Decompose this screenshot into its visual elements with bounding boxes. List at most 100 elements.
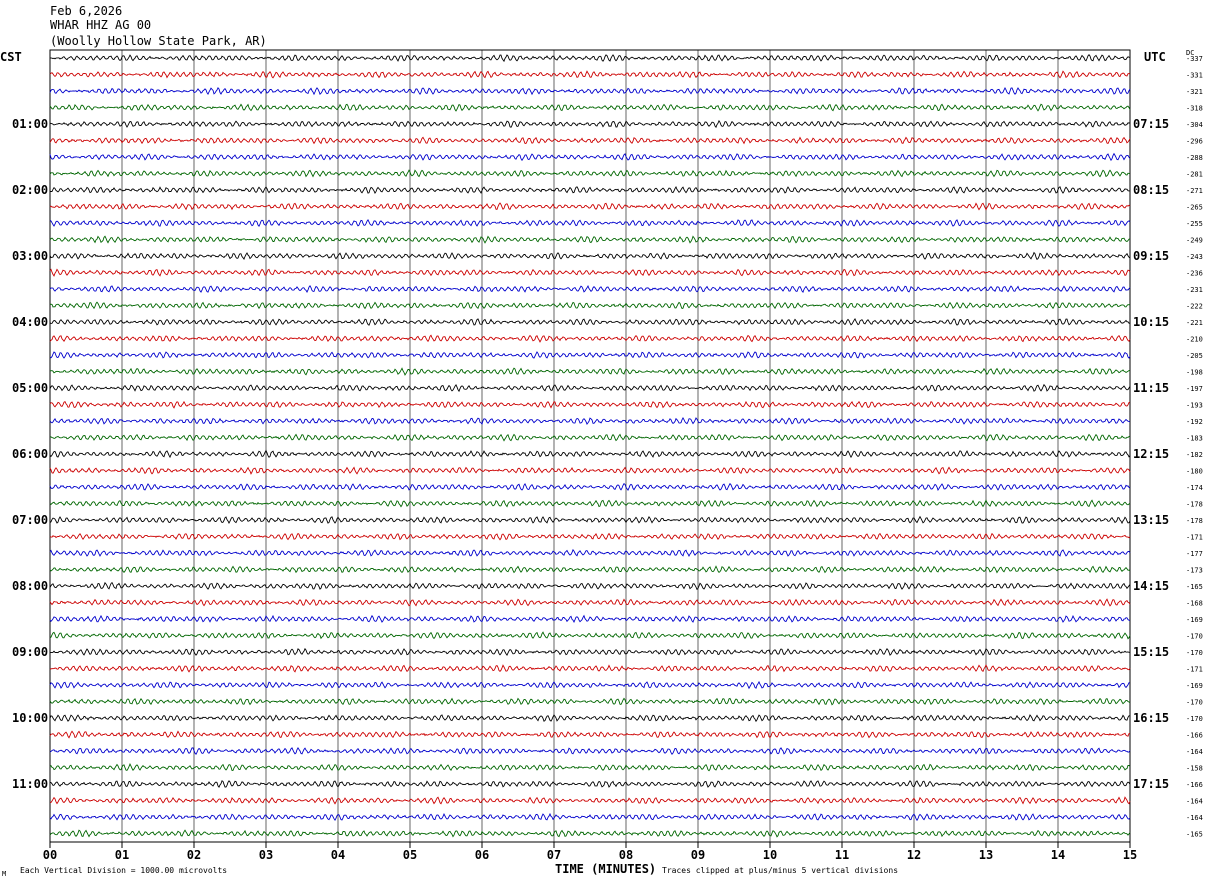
seismic-trace bbox=[49, 169, 1131, 178]
dc-offset-label: -170 bbox=[1186, 715, 1203, 723]
x-tick-label: 11 bbox=[835, 848, 849, 862]
seismic-trace bbox=[49, 730, 1131, 739]
x-axis-title: TIME (MINUTES) bbox=[555, 862, 657, 876]
dc-offset-label: -193 bbox=[1186, 402, 1203, 410]
dc-offset-label: -170 bbox=[1186, 649, 1203, 657]
dc-offset-label: -231 bbox=[1186, 286, 1203, 294]
dc-offset-label: -321 bbox=[1186, 88, 1203, 96]
clipping-note: Traces clipped at plus/minus 5 vertical … bbox=[662, 866, 899, 875]
x-tick-label: 09 bbox=[691, 848, 705, 862]
seismic-trace bbox=[49, 400, 1131, 409]
seismic-trace bbox=[49, 136, 1131, 145]
cst-hour-label: 01:00 bbox=[12, 117, 48, 131]
seismic-trace bbox=[49, 631, 1131, 640]
utc-hour-label: 16:15 bbox=[1133, 711, 1169, 725]
dc-offset-label: -331 bbox=[1186, 72, 1203, 80]
dc-offset-label: -164 bbox=[1186, 814, 1203, 822]
seismic-trace bbox=[49, 416, 1131, 426]
dc-offset-label: -304 bbox=[1186, 121, 1203, 129]
cst-hour-label: 04:00 bbox=[12, 315, 48, 329]
seismic-trace bbox=[49, 515, 1131, 525]
station-location: (Woolly Hollow State Park, AR) bbox=[50, 34, 267, 48]
x-tick-label: 03 bbox=[259, 848, 273, 862]
dc-offset-label: -168 bbox=[1186, 600, 1203, 608]
dc-offset-label: -221 bbox=[1186, 319, 1203, 327]
x-tick-label: 05 bbox=[403, 848, 417, 862]
seismic-trace bbox=[49, 796, 1131, 805]
dc-offset-label: -170 bbox=[1186, 699, 1203, 707]
corner-mark: M bbox=[2, 870, 7, 878]
seismic-trace bbox=[49, 383, 1131, 393]
utc-hour-label: 14:15 bbox=[1133, 579, 1169, 593]
dc-offset-label: -318 bbox=[1186, 105, 1203, 113]
cst-hour-label: 11:00 bbox=[12, 777, 48, 791]
cst-hour-label: 09:00 bbox=[12, 645, 48, 659]
cst-hour-label: 07:00 bbox=[12, 513, 48, 527]
seismic-trace bbox=[49, 532, 1131, 541]
utc-hour-label: 07:15 bbox=[1133, 117, 1169, 131]
seismic-trace bbox=[49, 548, 1131, 557]
dc-offset-label: -337 bbox=[1186, 55, 1203, 63]
seismic-trace bbox=[49, 697, 1131, 706]
vertical-scale-note: Each Vertical Division = 1000.00 microvo… bbox=[20, 866, 228, 875]
seismic-trace bbox=[49, 747, 1131, 755]
dc-offset-label: -236 bbox=[1186, 270, 1203, 278]
dc-offset-label: -197 bbox=[1186, 385, 1203, 393]
dc-offset-label: -171 bbox=[1186, 666, 1203, 674]
x-tick-label: 07 bbox=[547, 848, 561, 862]
dc-offset-label: -183 bbox=[1186, 435, 1203, 443]
seismic-trace bbox=[49, 614, 1131, 624]
utc-hour-label: 09:15 bbox=[1133, 249, 1169, 263]
seismic-trace bbox=[49, 70, 1131, 79]
seismic-trace bbox=[49, 86, 1131, 96]
dc-offset-label: -158 bbox=[1186, 765, 1203, 773]
dc-offset-label: -198 bbox=[1186, 369, 1203, 377]
dc-offset-label: -243 bbox=[1186, 253, 1203, 261]
dc-offset-label: -173 bbox=[1186, 567, 1203, 575]
x-tick-label: 12 bbox=[907, 848, 921, 862]
seismic-trace bbox=[49, 482, 1131, 492]
utc-hour-label: 15:15 bbox=[1133, 645, 1169, 659]
seismic-trace bbox=[49, 53, 1131, 63]
utc-hour-label: 13:15 bbox=[1133, 513, 1169, 527]
seismic-trace bbox=[49, 334, 1131, 343]
utc-hour-label: 08:15 bbox=[1133, 183, 1169, 197]
dc-offset-label: -165 bbox=[1186, 583, 1203, 591]
right-timezone-label: UTC bbox=[1144, 50, 1166, 64]
dc-offset-label: -164 bbox=[1186, 798, 1203, 806]
seismic-trace bbox=[49, 268, 1131, 277]
x-tick-label: 06 bbox=[475, 848, 489, 862]
station-code: WHAR HHZ AG 00 bbox=[50, 18, 152, 32]
dc-offset-label: -249 bbox=[1186, 237, 1203, 245]
dc-offset-label: -169 bbox=[1186, 616, 1203, 624]
left-timezone-label: CST bbox=[0, 50, 22, 64]
seismic-trace bbox=[49, 647, 1130, 656]
seismic-trace bbox=[49, 466, 1131, 475]
x-tick-label: 14 bbox=[1051, 848, 1065, 862]
dc-offset-label: -170 bbox=[1186, 633, 1203, 641]
dc-offset-label: -265 bbox=[1186, 204, 1203, 212]
dc-offset-label: -271 bbox=[1186, 187, 1203, 195]
seismic-trace bbox=[49, 284, 1131, 293]
x-tick-label: 13 bbox=[979, 848, 993, 862]
seismic-trace bbox=[49, 202, 1131, 211]
seismic-trace bbox=[50, 186, 1130, 195]
dc-offset-label: -178 bbox=[1186, 501, 1203, 509]
cst-hour-label: 06:00 bbox=[12, 447, 48, 461]
dc-offset-label: -171 bbox=[1186, 534, 1203, 542]
dc-offset-label: -174 bbox=[1186, 484, 1203, 492]
seismic-trace bbox=[49, 565, 1131, 574]
dc-offset-label: -180 bbox=[1186, 468, 1203, 476]
seismic-trace bbox=[49, 219, 1131, 228]
seismic-trace bbox=[49, 235, 1131, 244]
x-tick-label: 15 bbox=[1123, 848, 1137, 862]
cst-hour-label: 03:00 bbox=[12, 249, 48, 263]
seismic-trace bbox=[49, 812, 1131, 822]
cst-hour-label: 08:00 bbox=[12, 579, 48, 593]
seismic-trace bbox=[49, 449, 1131, 459]
x-tick-label: 01 bbox=[115, 848, 129, 862]
utc-hour-label: 11:15 bbox=[1133, 381, 1169, 395]
seismic-trace bbox=[49, 152, 1131, 162]
seismic-trace bbox=[49, 581, 1131, 591]
seismic-trace bbox=[49, 664, 1131, 673]
